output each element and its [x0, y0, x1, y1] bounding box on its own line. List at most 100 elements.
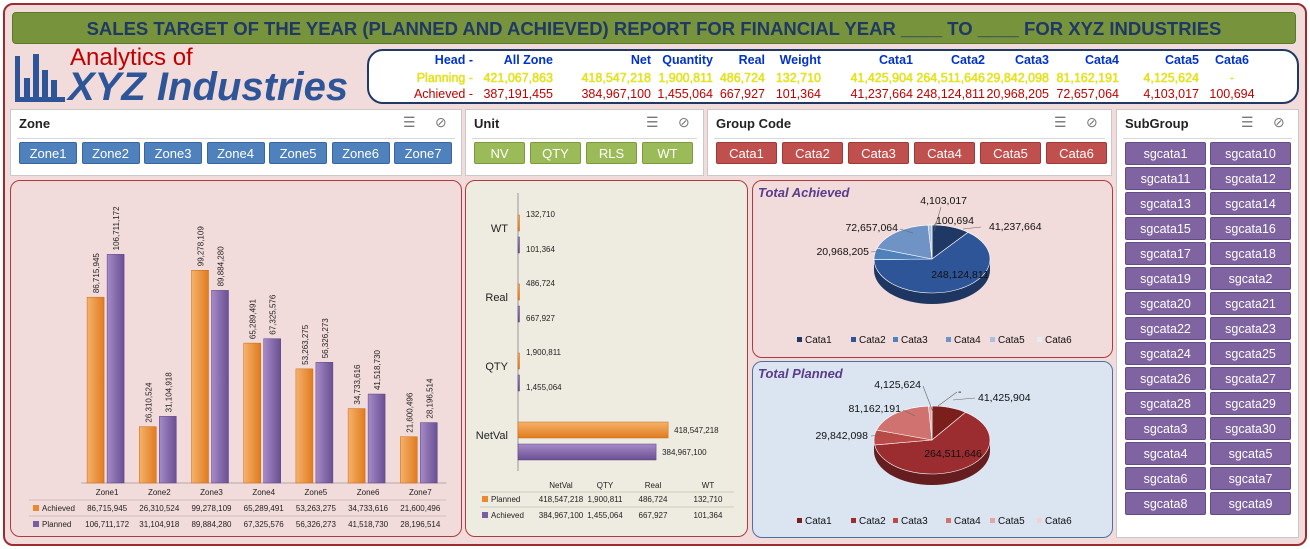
subgroup-chip-sgcata23[interactable]: sgcata23: [1210, 317, 1291, 340]
leader-line: [932, 220, 938, 228]
group-chip-cata3[interactable]: Cata3: [848, 142, 909, 164]
summary-cell: 1,455,064: [657, 87, 713, 101]
subgroup-chip-sgcata19[interactable]: sgcata19: [1125, 267, 1206, 290]
clear-filter-icon[interactable]: ⊘: [678, 114, 690, 130]
bar-data-label: 384,967,100: [662, 448, 707, 457]
subgroup-chip-sgcata12[interactable]: sgcata12: [1210, 167, 1291, 190]
table-cell: 132,710: [694, 495, 723, 504]
multi-select-icon[interactable]: ☰: [1054, 114, 1067, 130]
legend-swatch: [946, 518, 951, 523]
group-code-slicer-title: Group Code: [716, 116, 792, 131]
leader-line: [952, 397, 976, 401]
subgroup-chip-sgcata29[interactable]: sgcata29: [1210, 392, 1291, 415]
x-tick-label: Zone7: [409, 488, 432, 497]
subgroup-chip-sgcata17[interactable]: sgcata17: [1125, 242, 1206, 265]
subgroup-chip-sgcata26[interactable]: sgcata26: [1125, 367, 1206, 390]
subgroup-chip-sgcata8[interactable]: sgcata8: [1125, 492, 1206, 515]
subgroup-slicer-title: SubGroup: [1125, 116, 1189, 131]
multi-select-icon[interactable]: ☰: [1241, 114, 1254, 130]
group-chip-cata6[interactable]: Cata6: [1046, 142, 1107, 164]
subgroup-chip-sgcata1[interactable]: sgcata1: [1125, 142, 1206, 165]
table-header: QTY: [597, 481, 614, 490]
zone-chip-zone3[interactable]: Zone3: [144, 142, 202, 164]
subgroup-chip-sgcata20[interactable]: sgcata20: [1125, 292, 1206, 315]
summary-cell: 418,547,218: [581, 71, 651, 85]
unit-chart-panel: WT 132,710 101,364 Real 486,724 667,927 QTY 1,9…: [465, 180, 748, 537]
summary-cell: 100,694: [1209, 87, 1255, 101]
subgroup-chip-sgcata25[interactable]: sgcata25: [1210, 342, 1291, 365]
subgroup-chip-sgcata27[interactable]: sgcata27: [1210, 367, 1291, 390]
subgroup-chip-sgcata18[interactable]: sgcata18: [1210, 242, 1291, 265]
bar-data-label: 1,455,064: [526, 383, 562, 392]
bar-achieved: [517, 374, 520, 392]
legend-label: Cata1: [805, 516, 832, 527]
zone-chip-zone4[interactable]: Zone4: [206, 142, 265, 164]
unit-chip-nv[interactable]: NV: [474, 142, 525, 164]
clear-filter-icon[interactable]: ⊘: [435, 114, 447, 130]
subgroup-chip-sgcata3[interactable]: sgcata3: [1125, 417, 1206, 440]
group-chip-cata2[interactable]: Cata2: [782, 142, 843, 164]
clear-filter-icon[interactable]: ⊘: [1086, 114, 1098, 130]
group-chip-cata5[interactable]: Cata5: [980, 142, 1041, 164]
zone-slicer-title: Zone: [19, 116, 51, 131]
bar-data-label: 56,326,273: [321, 318, 330, 359]
subgroup-chip-sgcata4[interactable]: sgcata4: [1125, 442, 1206, 465]
pie-data-label: -: [958, 386, 962, 398]
unit-chip-qty[interactable]: QTY: [530, 142, 581, 164]
group-chip-cata1[interactable]: Cata1: [716, 142, 777, 164]
slicer-divider: [1123, 138, 1292, 139]
bar-data-label: 132,710: [526, 210, 555, 219]
legend-swatch: [893, 518, 898, 523]
legend-swatch: [990, 518, 995, 523]
table-cell: 101,364: [694, 511, 723, 520]
summary-head-row: Head - All Zone Net Quantity Real Weight Cata1…: [369, 53, 1297, 69]
pie-data-label: 29,842,098: [815, 430, 868, 442]
summary-cell: Quantity: [662, 53, 713, 67]
bar-data-label: 31,104,918: [164, 372, 173, 413]
summary-cell: 72,657,064: [1056, 87, 1119, 101]
table-cell: 65,289,491: [244, 504, 285, 513]
subgroup-chip-sgcata24[interactable]: sgcata24: [1125, 342, 1206, 365]
table-header: WT: [702, 481, 715, 490]
legend-swatch: [1037, 337, 1042, 342]
table-header: NetVal: [549, 481, 573, 490]
multi-select-icon[interactable]: ☰: [646, 114, 659, 130]
subgroup-chip-sgcata21[interactable]: sgcata21: [1210, 292, 1291, 315]
subgroup-chip-sgcata22[interactable]: sgcata22: [1125, 317, 1206, 340]
subgroup-chip-sgcata9[interactable]: sgcata9: [1210, 492, 1291, 515]
group-chip-cata4[interactable]: Cata4: [914, 142, 975, 164]
subgroup-chip-sgcata11[interactable]: sgcata11: [1125, 167, 1206, 190]
legend-label: Cata3: [901, 516, 928, 527]
subgroup-chip-sgcata15[interactable]: sgcata15: [1125, 217, 1206, 240]
multi-select-icon[interactable]: ☰: [403, 114, 416, 130]
leader-line: [870, 434, 882, 437]
clear-filter-icon[interactable]: ⊘: [1273, 114, 1285, 130]
subgroup-chip-sgcata6[interactable]: sgcata6: [1125, 467, 1206, 490]
subgroup-chip-sgcata7[interactable]: sgcata7: [1210, 467, 1291, 490]
leader-line: [902, 409, 916, 417]
table-cell: 89,884,280: [191, 520, 232, 529]
zone-chip-zone5[interactable]: Zone5: [269, 142, 327, 164]
unit-chip-rls[interactable]: RLS: [586, 142, 637, 164]
summary-cell: Cata5: [1164, 53, 1199, 67]
subgroup-chip-sgcata16[interactable]: sgcata16: [1210, 217, 1291, 240]
zone-chip-zone1[interactable]: Zone1: [19, 142, 77, 164]
zone-chip-zone7[interactable]: Zone7: [394, 142, 452, 164]
y-tick-label: NetVal: [476, 430, 508, 442]
table-cell: 28,196,514: [400, 520, 441, 529]
subgroup-chip-sgcata13[interactable]: sgcata13: [1125, 192, 1206, 215]
subgroup-chip-sgcata10[interactable]: sgcata10: [1210, 142, 1291, 165]
subgroup-chip-sgcata28[interactable]: sgcata28: [1125, 392, 1206, 415]
summary-cell: 1,900,811: [658, 71, 713, 85]
subgroup-chip-sgcata14[interactable]: sgcata14: [1210, 192, 1291, 215]
zone-chip-zone6[interactable]: Zone6: [331, 142, 390, 164]
table-cell: 31,104,918: [139, 520, 180, 529]
table-cell: 26,310,524: [139, 504, 180, 513]
subgroup-chip-sgcata30[interactable]: sgcata30: [1210, 417, 1291, 440]
subgroup-chip-sgcata2[interactable]: sgcata2: [1210, 267, 1291, 290]
bar-achieved: [191, 270, 209, 484]
subgroup-chip-sgcata5[interactable]: sgcata5: [1210, 442, 1291, 465]
unit-chip-wt[interactable]: WT: [642, 142, 693, 164]
zone-chip-zone2[interactable]: Zone2: [81, 142, 140, 164]
bar-planned: [159, 416, 177, 484]
